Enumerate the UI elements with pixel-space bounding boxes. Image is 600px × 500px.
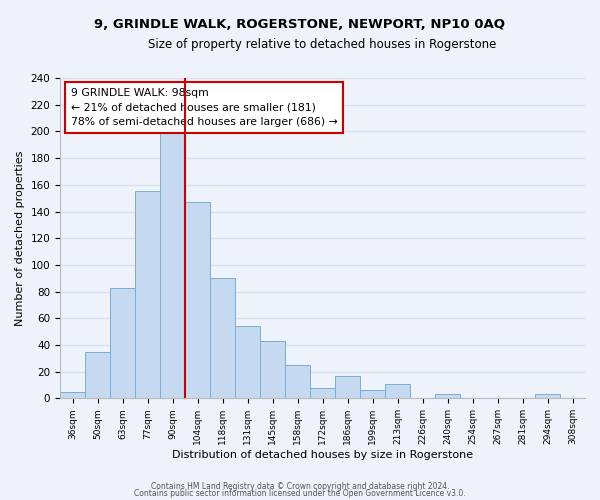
Bar (360, 390, 385, 398)
Bar (185, 202, 210, 398)
Bar (335, 376, 360, 398)
Bar (310, 388, 335, 398)
Bar (285, 365, 310, 398)
Text: Contains HM Land Registry data © Crown copyright and database right 2024.: Contains HM Land Registry data © Crown c… (151, 482, 449, 491)
Text: 9 GRINDLE WALK: 98sqm
← 21% of detached houses are smaller (181)
78% of semi-det: 9 GRINDLE WALK: 98sqm ← 21% of detached … (71, 88, 337, 128)
Bar (135, 192, 160, 398)
Bar (210, 278, 235, 398)
Text: 9, GRINDLE WALK, ROGERSTONE, NEWPORT, NP10 0AQ: 9, GRINDLE WALK, ROGERSTONE, NEWPORT, NP… (95, 18, 505, 30)
Bar (385, 384, 410, 398)
X-axis label: Distribution of detached houses by size in Rogerstone: Distribution of detached houses by size … (172, 450, 473, 460)
Bar (60, 392, 85, 398)
Bar (85, 352, 110, 399)
Bar (435, 394, 460, 398)
Text: Contains public sector information licensed under the Open Government Licence v3: Contains public sector information licen… (134, 490, 466, 498)
Bar (160, 132, 185, 398)
Bar (535, 394, 560, 398)
Title: Size of property relative to detached houses in Rogerstone: Size of property relative to detached ho… (148, 38, 497, 51)
Bar (110, 288, 135, 399)
Bar (260, 341, 285, 398)
Bar (235, 326, 260, 398)
Y-axis label: Number of detached properties: Number of detached properties (15, 150, 25, 326)
